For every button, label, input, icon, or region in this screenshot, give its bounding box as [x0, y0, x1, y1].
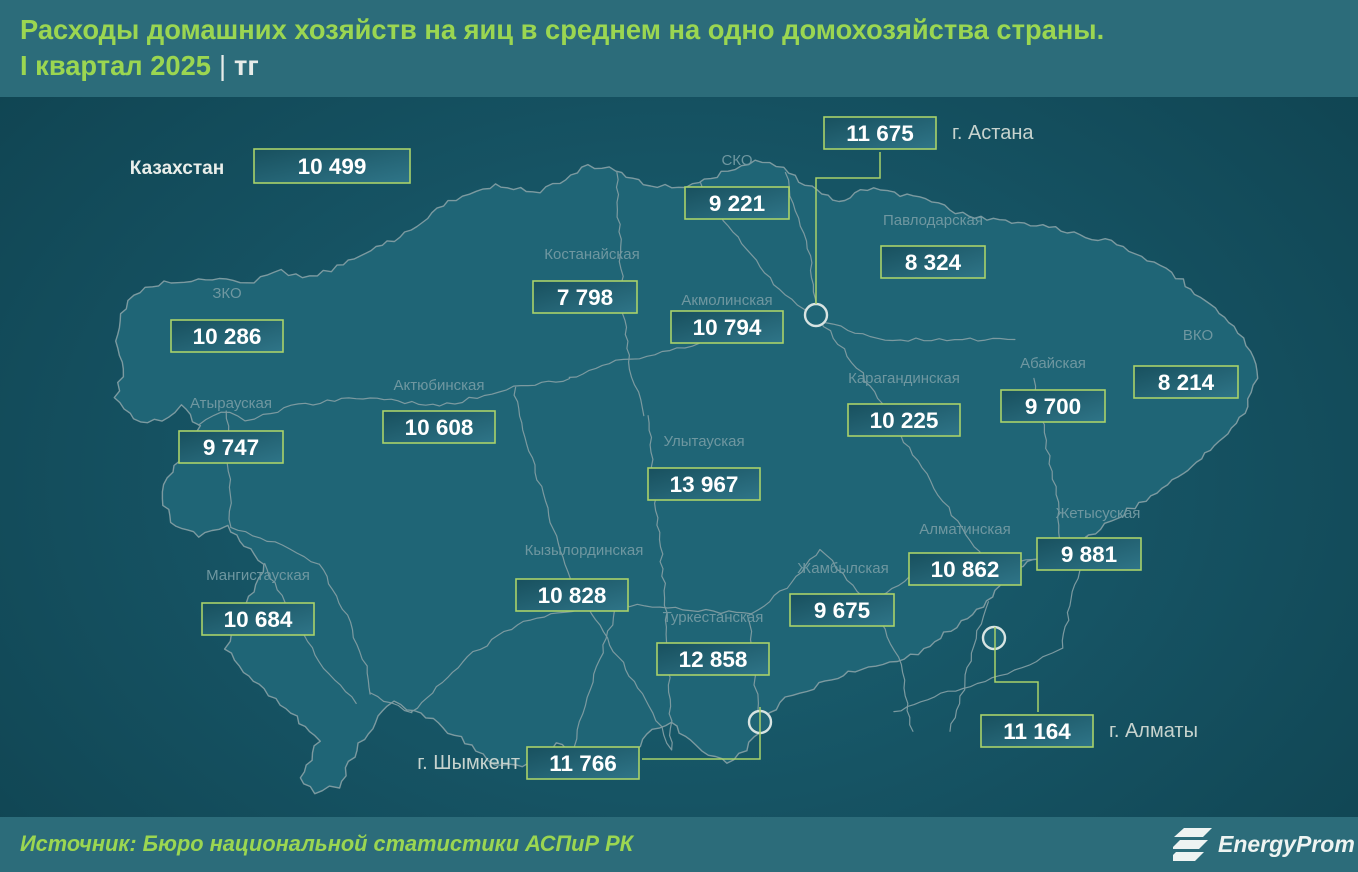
svg-text:7 798: 7 798 [557, 285, 613, 310]
svg-text:г. Алматы: г. Алматы [1109, 720, 1198, 742]
svg-text:Туркестанская: Туркестанская [663, 609, 764, 626]
svg-text:ВКО: ВКО [1183, 327, 1213, 344]
svg-text:10 225: 10 225 [870, 408, 939, 433]
svg-text:9 747: 9 747 [203, 435, 259, 460]
svg-text:СКО: СКО [721, 152, 752, 169]
svg-text:10 684: 10 684 [224, 607, 293, 632]
svg-text:г. Шымкент: г. Шымкент [417, 752, 520, 774]
svg-text:13 967: 13 967 [670, 472, 739, 497]
svg-text:Костанайская: Костанайская [544, 246, 640, 263]
svg-text:Мангистауская: Мангистауская [206, 567, 310, 584]
svg-text:Абайская: Абайская [1020, 355, 1086, 372]
svg-text:11 164: 11 164 [1003, 719, 1071, 744]
svg-text:ЗКО: ЗКО [212, 285, 241, 302]
svg-text:8 324: 8 324 [905, 250, 962, 275]
svg-text:10 608: 10 608 [405, 415, 474, 440]
svg-text:Актюбинская: Актюбинская [394, 377, 485, 394]
svg-text:10 286: 10 286 [193, 324, 262, 349]
svg-text:10 862: 10 862 [931, 557, 1000, 582]
svg-text:10 794: 10 794 [693, 315, 762, 340]
svg-text:11 675: 11 675 [846, 121, 914, 146]
svg-text:Акмолинская: Акмолинская [681, 292, 772, 309]
svg-text:Улытауская: Улытауская [663, 433, 744, 450]
svg-text:11 766: 11 766 [549, 751, 617, 776]
svg-text:10 828: 10 828 [538, 583, 607, 608]
svg-text:8 214: 8 214 [1158, 370, 1215, 395]
svg-text:9 675: 9 675 [814, 598, 870, 623]
svg-text:9 221: 9 221 [709, 191, 765, 216]
svg-text:Жетысуская: Жетысуская [1056, 505, 1141, 522]
svg-text:9 881: 9 881 [1061, 542, 1117, 567]
svg-text:г. Астана: г. Астана [952, 122, 1034, 144]
svg-text:Казахстан: Казахстан [130, 158, 224, 179]
svg-text:9 700: 9 700 [1025, 394, 1081, 419]
svg-text:Атырауская: Атырауская [190, 395, 272, 412]
svg-text:Алматинская: Алматинская [919, 521, 1010, 538]
svg-text:Кызылординская: Кызылординская [525, 542, 644, 559]
svg-text:Карагандинская: Карагандинская [848, 370, 960, 387]
svg-text:12 858: 12 858 [679, 647, 748, 672]
svg-text:Жамбылская: Жамбылская [797, 560, 889, 577]
svg-text:10 499: 10 499 [298, 154, 367, 179]
svg-text:Павлодарская: Павлодарская [883, 212, 983, 229]
